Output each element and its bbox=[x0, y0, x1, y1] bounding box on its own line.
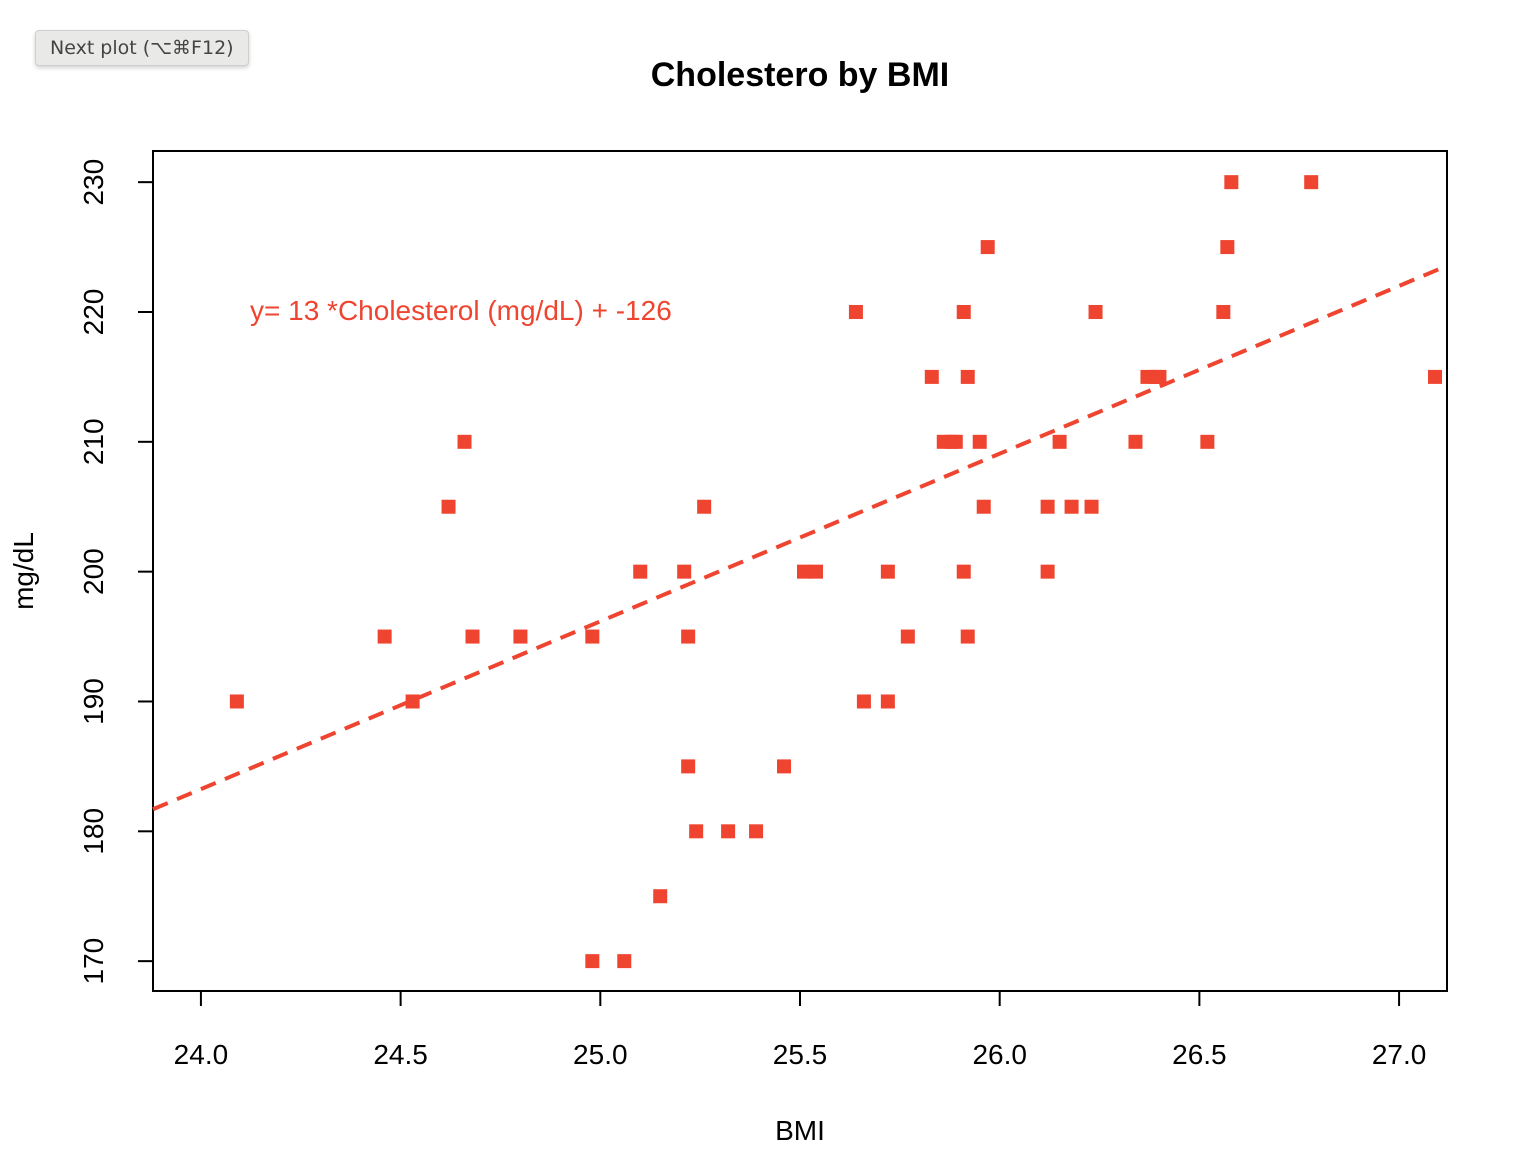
data-point bbox=[856, 694, 871, 709]
y-tick-label: 190 bbox=[78, 678, 109, 725]
x-tick-label: 25.0 bbox=[573, 1039, 628, 1070]
data-point bbox=[1200, 434, 1215, 449]
y-tick-label: 180 bbox=[78, 808, 109, 855]
regression-line bbox=[152, 267, 1440, 812]
data-point bbox=[677, 564, 692, 579]
next-plot-button[interactable]: Next plot (⌥⌘F12) bbox=[35, 30, 249, 66]
x-tick-label: 25.5 bbox=[773, 1039, 828, 1070]
data-point bbox=[1128, 434, 1143, 449]
data-point bbox=[697, 499, 712, 514]
data-point bbox=[948, 434, 963, 449]
data-point bbox=[1088, 304, 1103, 319]
data-point bbox=[585, 954, 600, 969]
y-tick-label: 230 bbox=[78, 159, 109, 206]
x-tick-label: 26.5 bbox=[1172, 1039, 1227, 1070]
data-point bbox=[980, 240, 995, 255]
data-point bbox=[749, 824, 764, 839]
data-point bbox=[1064, 499, 1079, 514]
x-tick-label: 26.0 bbox=[972, 1039, 1027, 1070]
data-point bbox=[848, 304, 863, 319]
data-point bbox=[1084, 499, 1099, 514]
data-point bbox=[976, 499, 991, 514]
data-point bbox=[1152, 369, 1167, 384]
data-point bbox=[880, 564, 895, 579]
data-point bbox=[377, 629, 392, 644]
data-point bbox=[880, 694, 895, 709]
regression-equation-annotation: y= 13 *Cholesterol (mg/dL) + -126 bbox=[250, 295, 672, 326]
data-point bbox=[617, 954, 632, 969]
data-point bbox=[1040, 499, 1055, 514]
data-point bbox=[229, 694, 244, 709]
data-point bbox=[960, 629, 975, 644]
data-point bbox=[405, 694, 420, 709]
data-points bbox=[229, 175, 1443, 969]
data-point bbox=[633, 564, 648, 579]
x-tick-label: 24.5 bbox=[373, 1039, 428, 1070]
data-point bbox=[900, 629, 915, 644]
data-point bbox=[441, 499, 456, 514]
data-point bbox=[956, 564, 971, 579]
data-point bbox=[721, 824, 736, 839]
y-tick-label: 210 bbox=[78, 418, 109, 465]
data-point bbox=[653, 889, 668, 904]
data-point bbox=[681, 629, 696, 644]
data-point bbox=[457, 434, 472, 449]
y-axis: 170 180 190 200 210 220 230 bbox=[78, 159, 154, 985]
data-point bbox=[796, 564, 811, 579]
y-tick-label: 170 bbox=[78, 938, 109, 985]
y-tick-label: 200 bbox=[78, 548, 109, 595]
y-tick-label: 220 bbox=[78, 289, 109, 336]
data-point bbox=[1052, 434, 1067, 449]
x-tick-label: 24.0 bbox=[174, 1039, 229, 1070]
data-point bbox=[808, 564, 823, 579]
data-point bbox=[465, 629, 480, 644]
data-point bbox=[585, 629, 600, 644]
data-point bbox=[1224, 175, 1239, 190]
data-point bbox=[1304, 175, 1319, 190]
data-point bbox=[1040, 564, 1055, 579]
data-point bbox=[956, 304, 971, 319]
y-axis-label: mg/dL bbox=[8, 532, 39, 610]
x-axis: 24.0 24.5 25.0 25.5 26.0 26.5 27.0 bbox=[174, 990, 1427, 1070]
data-point bbox=[924, 369, 939, 384]
x-axis-label: BMI bbox=[775, 1115, 825, 1146]
x-tick-label: 27.0 bbox=[1372, 1039, 1427, 1070]
data-point bbox=[777, 759, 792, 774]
data-point bbox=[681, 759, 696, 774]
regression-line-group bbox=[152, 267, 1440, 812]
data-point bbox=[1216, 304, 1231, 319]
data-point bbox=[972, 434, 987, 449]
data-point bbox=[960, 369, 975, 384]
data-point bbox=[689, 824, 704, 839]
data-point bbox=[513, 629, 528, 644]
data-point bbox=[1220, 240, 1235, 255]
chart-title: Cholestero by BMI bbox=[651, 56, 949, 94]
data-point bbox=[1428, 369, 1443, 384]
